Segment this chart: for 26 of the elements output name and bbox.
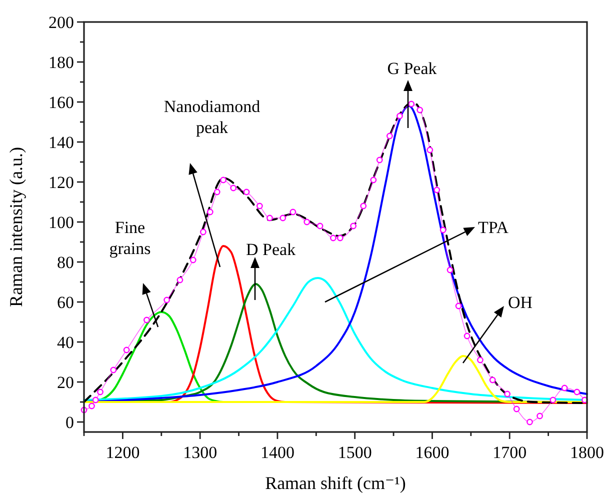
x-tick-label: 1600 xyxy=(415,443,450,462)
annotation: OH xyxy=(508,293,533,312)
x-tick-label: 1300 xyxy=(183,443,218,462)
annotation: G Peak xyxy=(387,59,438,78)
annotation: D Peak xyxy=(246,240,296,259)
y-tick-label: 40 xyxy=(57,333,74,352)
y-tick-label: 0 xyxy=(66,413,74,432)
x-tick-label: 1400 xyxy=(260,443,294,462)
y-tick-label: 120 xyxy=(48,173,74,192)
y-tick-label: 200 xyxy=(48,13,74,32)
annotation: TPA xyxy=(478,218,510,237)
y-tick-label: 180 xyxy=(48,53,74,72)
x-axis-title: Raman shift (cm⁻¹) xyxy=(265,473,406,493)
x-tick-label: 1200 xyxy=(106,443,140,462)
x-tick-label: 1500 xyxy=(338,443,372,462)
y-tick-label: 100 xyxy=(48,213,74,232)
y-axis-title: Raman intensity (a.u.) xyxy=(6,147,26,307)
x-tick-label: 1800 xyxy=(570,443,604,462)
y-tick-label: 60 xyxy=(57,293,74,312)
annotation: Fine grains xyxy=(109,218,151,258)
y-tick-label: 80 xyxy=(57,253,74,272)
annotation: Nanodiamond peak xyxy=(164,97,261,137)
x-tick-label: 1700 xyxy=(492,443,527,462)
y-tick-label: 160 xyxy=(48,93,74,112)
y-tick-label: 20 xyxy=(57,373,74,392)
y-tick-label: 140 xyxy=(48,133,74,152)
